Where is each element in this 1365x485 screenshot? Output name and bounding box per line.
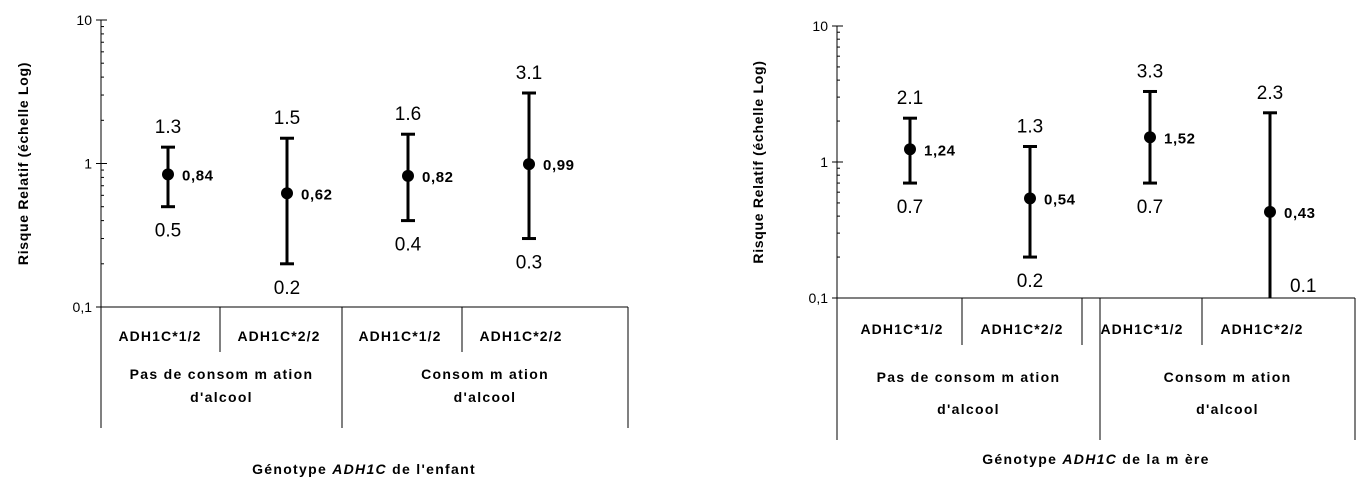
category-label: ADH1C*2/2 — [1220, 321, 1303, 337]
y-tick-label: 1 — [84, 156, 92, 172]
lower-ci-label: 0.3 — [516, 253, 542, 274]
group-label: Pas de consom m ation — [877, 369, 1061, 385]
upper-ci-label: 1.3 — [155, 117, 181, 138]
x-axis-title-part: de la m ère — [1117, 451, 1210, 467]
data-point — [523, 158, 535, 171]
upper-ci-label: 1.6 — [395, 104, 421, 125]
y-tick-label: 0,1 — [73, 299, 93, 315]
upper-ci-label: 2.3 — [1257, 83, 1283, 104]
category-label: ADH1C*1/2 — [860, 321, 943, 337]
data-point — [1024, 192, 1036, 205]
value-label: 0,43 — [1284, 205, 1316, 222]
category-label: ADH1C*1/2 — [118, 328, 201, 344]
group-label: Pas de consom m ation — [130, 366, 314, 382]
value-label: 0,54 — [1044, 191, 1076, 208]
value-label: 0,99 — [543, 157, 575, 174]
upper-ci-label: 3.1 — [516, 63, 542, 84]
chart-1: 0,1 1 10 ADH1C*1/2 ADH1C*2/2 ADH1C*1/2 ADH1C*2… — [15, 12, 629, 477]
lower-ci-label: 0.2 — [274, 278, 300, 299]
x-axis-title-part: Génotype — [982, 451, 1062, 467]
x-axis-title: Génotype ADH1C de la m ère — [982, 451, 1210, 467]
upper-ci-label: 1.3 — [1017, 117, 1043, 138]
y-tick-label: 10 — [812, 18, 828, 34]
group-label: Consom m ation — [1164, 369, 1292, 385]
group-label: d'alcool — [937, 401, 1000, 417]
data-point — [162, 168, 174, 181]
category-label: ADH1C*2/2 — [237, 328, 320, 344]
category-label: ADH1C*1/2 — [358, 328, 441, 344]
lower-ci-label: 0.5 — [155, 221, 181, 242]
group-label: d'alcool — [190, 389, 253, 405]
x-axis-title-part: Génotype — [252, 461, 332, 477]
upper-ci-label: 3.3 — [1137, 61, 1163, 82]
lower-ci-label: 0.2 — [1017, 271, 1043, 292]
data-point — [1144, 131, 1156, 144]
upper-ci-label: 2.1 — [897, 88, 923, 109]
x-axis-title-part: ADH1C — [331, 461, 387, 477]
data-point — [402, 169, 414, 182]
value-label: 1,24 — [924, 142, 956, 159]
value-label: 0,62 — [301, 186, 333, 203]
chart-2: 0,1 1 10 ADH1C*1/2 ADH1C*2/2 ADH1C*1/2 ADH1C*2… — [750, 18, 1356, 467]
value-label: 0,84 — [182, 167, 214, 184]
x-axis-title-part: de l'enfant — [387, 461, 476, 477]
lower-ci-label: 0.7 — [1137, 197, 1163, 218]
lower-ci-label: 0.7 — [897, 197, 923, 218]
y-axis-title: Risque Relatif (échelle Log) — [750, 60, 766, 263]
upper-ci-label: 1.5 — [274, 108, 300, 129]
category-label: ADH1C*2/2 — [980, 321, 1063, 337]
lower-ci-label: 0.4 — [395, 235, 422, 256]
y-tick-label: 1 — [820, 154, 828, 170]
data-point — [1264, 205, 1276, 218]
value-label: 0,82 — [422, 169, 454, 186]
data-point — [281, 187, 293, 200]
y-tick-label: 10 — [76, 12, 92, 28]
lower-ci-label: 0.1 — [1290, 276, 1316, 297]
group-label: d'alcool — [1196, 401, 1259, 417]
data-point — [904, 143, 916, 156]
x-axis-title: Génotype ADH1C de l'enfant — [252, 461, 476, 477]
group-label: d'alcool — [454, 389, 517, 405]
value-label: 1,52 — [1164, 130, 1196, 147]
y-axis-title: Risque Relatif (échelle Log) — [15, 62, 31, 265]
group-label: Consom m ation — [421, 366, 549, 382]
x-axis-title-part: ADH1C — [1061, 451, 1117, 467]
y-tick-label: 0,1 — [809, 290, 829, 306]
category-label: ADH1C*2/2 — [479, 328, 562, 344]
category-label: ADH1C*1/2 — [1100, 321, 1183, 337]
